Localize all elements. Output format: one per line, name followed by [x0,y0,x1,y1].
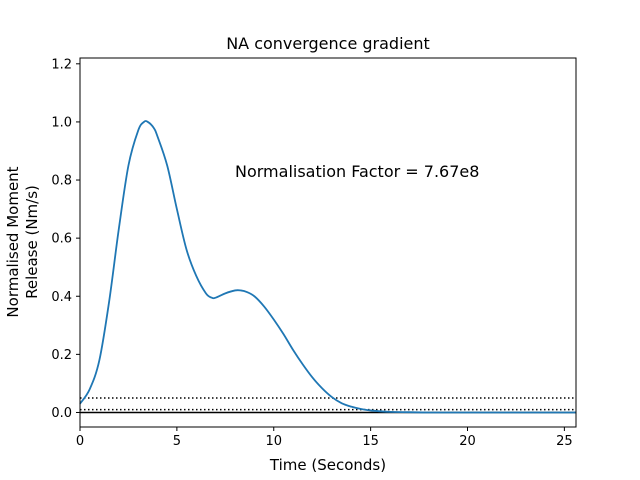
y-tick-label: 0.0 [51,406,72,421]
series-line-0 [79,120,576,414]
x-tick-label: 20 [459,434,476,449]
x-tick-label: 25 [556,434,573,449]
x-axis-ticks: 0 5 10 15 20 25 [76,427,573,449]
y-tick-label: 1.2 [51,57,72,72]
x-axis-label: Time (Seconds) [269,456,386,474]
y-tick-label: 0.8 [51,174,72,189]
y-axis-ticks: 0.0 0.2 0.4 0.6 0.8 1.0 1.2 [51,57,80,421]
plot-content [79,120,576,414]
x-tick-label: 15 [362,434,379,449]
chart-title: NA convergence gradient [226,34,430,53]
y-axis-label-line-2: Release (Nm/s) [23,185,41,299]
x-tick-label: 0 [76,434,84,449]
y-axis-label-line-1: Normalised Moment [4,166,22,317]
y-tick-label: 0.6 [51,232,72,247]
x-tick-label: 5 [173,434,181,449]
plot-frame [79,57,577,428]
x-tick-label: 10 [265,434,282,449]
normalisation-factor-annotation: Normalisation Factor = 7.67e8 [235,162,479,181]
y-tick-label: 1.0 [51,115,72,130]
y-tick-label: 0.4 [51,290,72,305]
y-tick-label: 0.2 [51,348,72,363]
